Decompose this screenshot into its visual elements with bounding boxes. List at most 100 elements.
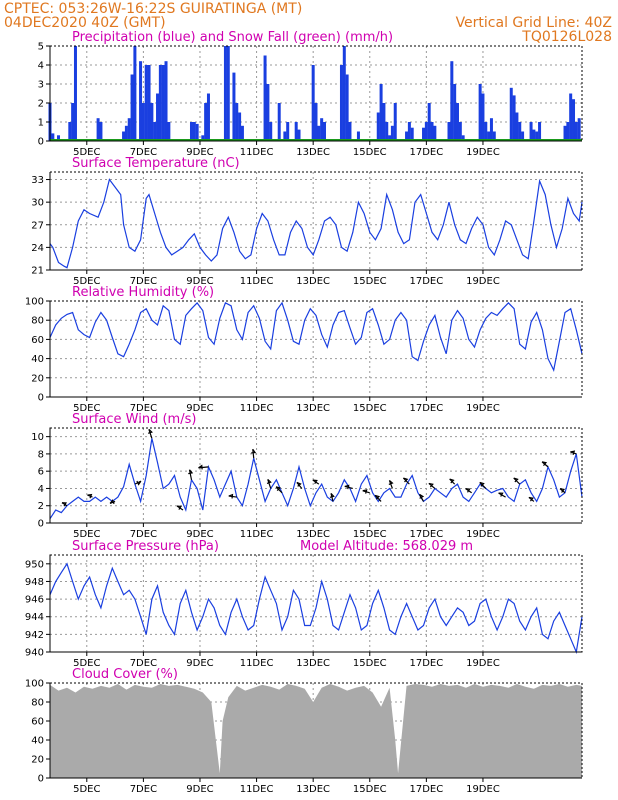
wind-arrow-head — [403, 477, 409, 483]
y-tick-label: 21 — [31, 266, 44, 277]
precip-bar — [484, 122, 488, 141]
precip-bar — [147, 65, 151, 141]
wind-arrow — [330, 493, 334, 502]
y-tick-label: 948 — [25, 577, 44, 588]
y-tick-label: 950 — [25, 559, 44, 570]
y-tick-label: 946 — [25, 595, 44, 606]
pressure-series-line — [49, 562, 583, 655]
y-tick-label: 0 — [38, 393, 44, 404]
cloud-title: Cloud Cover (%) — [72, 667, 178, 682]
precip-bar — [167, 122, 171, 141]
y-tick-label: 100 — [25, 679, 44, 690]
y-tick-label: 20 — [31, 373, 44, 384]
precip-bar — [535, 131, 539, 141]
x-tick-label: 15DEC — [353, 147, 387, 158]
temp-series-line — [49, 178, 583, 269]
precip-bar — [144, 65, 148, 141]
y-tick-label: 24 — [31, 243, 44, 254]
wind-arrow — [252, 449, 255, 459]
y-tick-label: 3 — [38, 80, 44, 91]
x-tick-label: 19DEC — [466, 784, 500, 795]
precip-bar — [348, 122, 352, 141]
x-tick-label: 9DEC — [186, 276, 213, 287]
x-tick-label: 11DEC — [240, 658, 274, 669]
wind-arrow — [513, 477, 521, 485]
wind-series-line — [49, 438, 583, 520]
precip-bar — [458, 122, 462, 141]
precip-bar — [240, 125, 244, 141]
precip-bar — [393, 103, 397, 141]
precip-bar — [51, 133, 55, 141]
wind-arrow — [479, 482, 487, 489]
wind-arrow-head — [465, 488, 471, 493]
x-tick-label: 19DEC — [466, 658, 500, 669]
x-tick-label: 13DEC — [296, 403, 330, 414]
y-tick-label: 5 — [38, 42, 44, 53]
precip-bar — [153, 122, 157, 141]
wind-arrow-head — [296, 481, 302, 487]
precip-bar — [481, 93, 485, 141]
y-tick-label: 2 — [38, 501, 44, 512]
precip-bar — [238, 112, 242, 141]
cloud-panel: Cloud Cover (%) 0 20 40 60 80 100 5DEC 7DEC 9DEC… — [25, 667, 583, 795]
precip-bar — [127, 118, 131, 141]
precip-bar — [427, 103, 431, 141]
precip-bar — [509, 87, 513, 141]
x-tick-label: 17DEC — [409, 784, 443, 795]
x-tick-label: 5DEC — [73, 403, 100, 414]
wind-arrow — [344, 485, 353, 490]
x-tick-label: 9DEC — [186, 529, 213, 540]
wind-arrow-head — [87, 493, 93, 499]
x-tick-label: 5DEC — [73, 276, 100, 287]
humidity-title: Relative Humidity (%) — [72, 285, 214, 300]
wind-title: Surface Wind (m/s) — [72, 412, 196, 427]
y-tick-label: 30 — [31, 198, 44, 209]
y-tick-label: 8 — [38, 449, 44, 460]
x-tick-label: 15DEC — [353, 276, 387, 287]
y-tick-label: 942 — [25, 630, 44, 641]
header: CPTEC: 053:26W-16:22S GUIRATINGA (MT) 04… — [4, 1, 612, 45]
y-tick-label: 40 — [31, 736, 44, 747]
x-tick-label: 17DEC — [409, 658, 443, 669]
y-tick-label: 0 — [38, 774, 44, 785]
wind-arrow-head — [251, 448, 257, 454]
panel-frame — [49, 427, 583, 524]
precip-bar — [569, 93, 573, 141]
precip-bar — [356, 131, 360, 141]
x-tick-label: 15DEC — [353, 784, 387, 795]
cloud-cover-area — [50, 683, 582, 778]
y-tick-label: 40 — [31, 354, 44, 365]
wind-arrow-head — [428, 482, 434, 488]
x-tick-label: 9DEC — [186, 784, 213, 795]
precip-bar — [320, 118, 324, 141]
x-tick-label: 5DEC — [73, 147, 100, 158]
wind-arrow-head — [513, 477, 519, 483]
y-tick-label: 0 — [38, 137, 44, 148]
precip-bar — [518, 122, 522, 141]
x-tick-label: 15DEC — [353, 658, 387, 669]
wind-arrow-head — [266, 479, 272, 484]
wind-arrow-head — [228, 493, 234, 499]
precip-bar — [130, 74, 134, 141]
x-tick-label: 7DEC — [130, 403, 157, 414]
y-tick-label: 80 — [31, 698, 44, 709]
precip-bar — [512, 95, 516, 141]
precip-bar — [71, 103, 75, 141]
y-tick-label: 0 — [38, 519, 44, 530]
precip-bar — [223, 46, 227, 141]
precip-bar — [339, 65, 343, 141]
x-tick-label: 11DEC — [240, 276, 274, 287]
precip-bar — [407, 122, 411, 141]
precip-bar — [133, 46, 137, 141]
x-tick-label: 5DEC — [73, 658, 100, 669]
wind-arrow — [188, 469, 193, 480]
x-tick-label: 9DEC — [186, 147, 213, 158]
wind-arrow-head — [147, 428, 153, 434]
precip-bar — [226, 46, 230, 141]
precip-bar — [577, 118, 581, 141]
precip-bar — [461, 135, 465, 141]
precip-bar — [478, 84, 482, 141]
precip-bar — [311, 65, 315, 141]
x-tick-label: 19DEC — [466, 529, 500, 540]
